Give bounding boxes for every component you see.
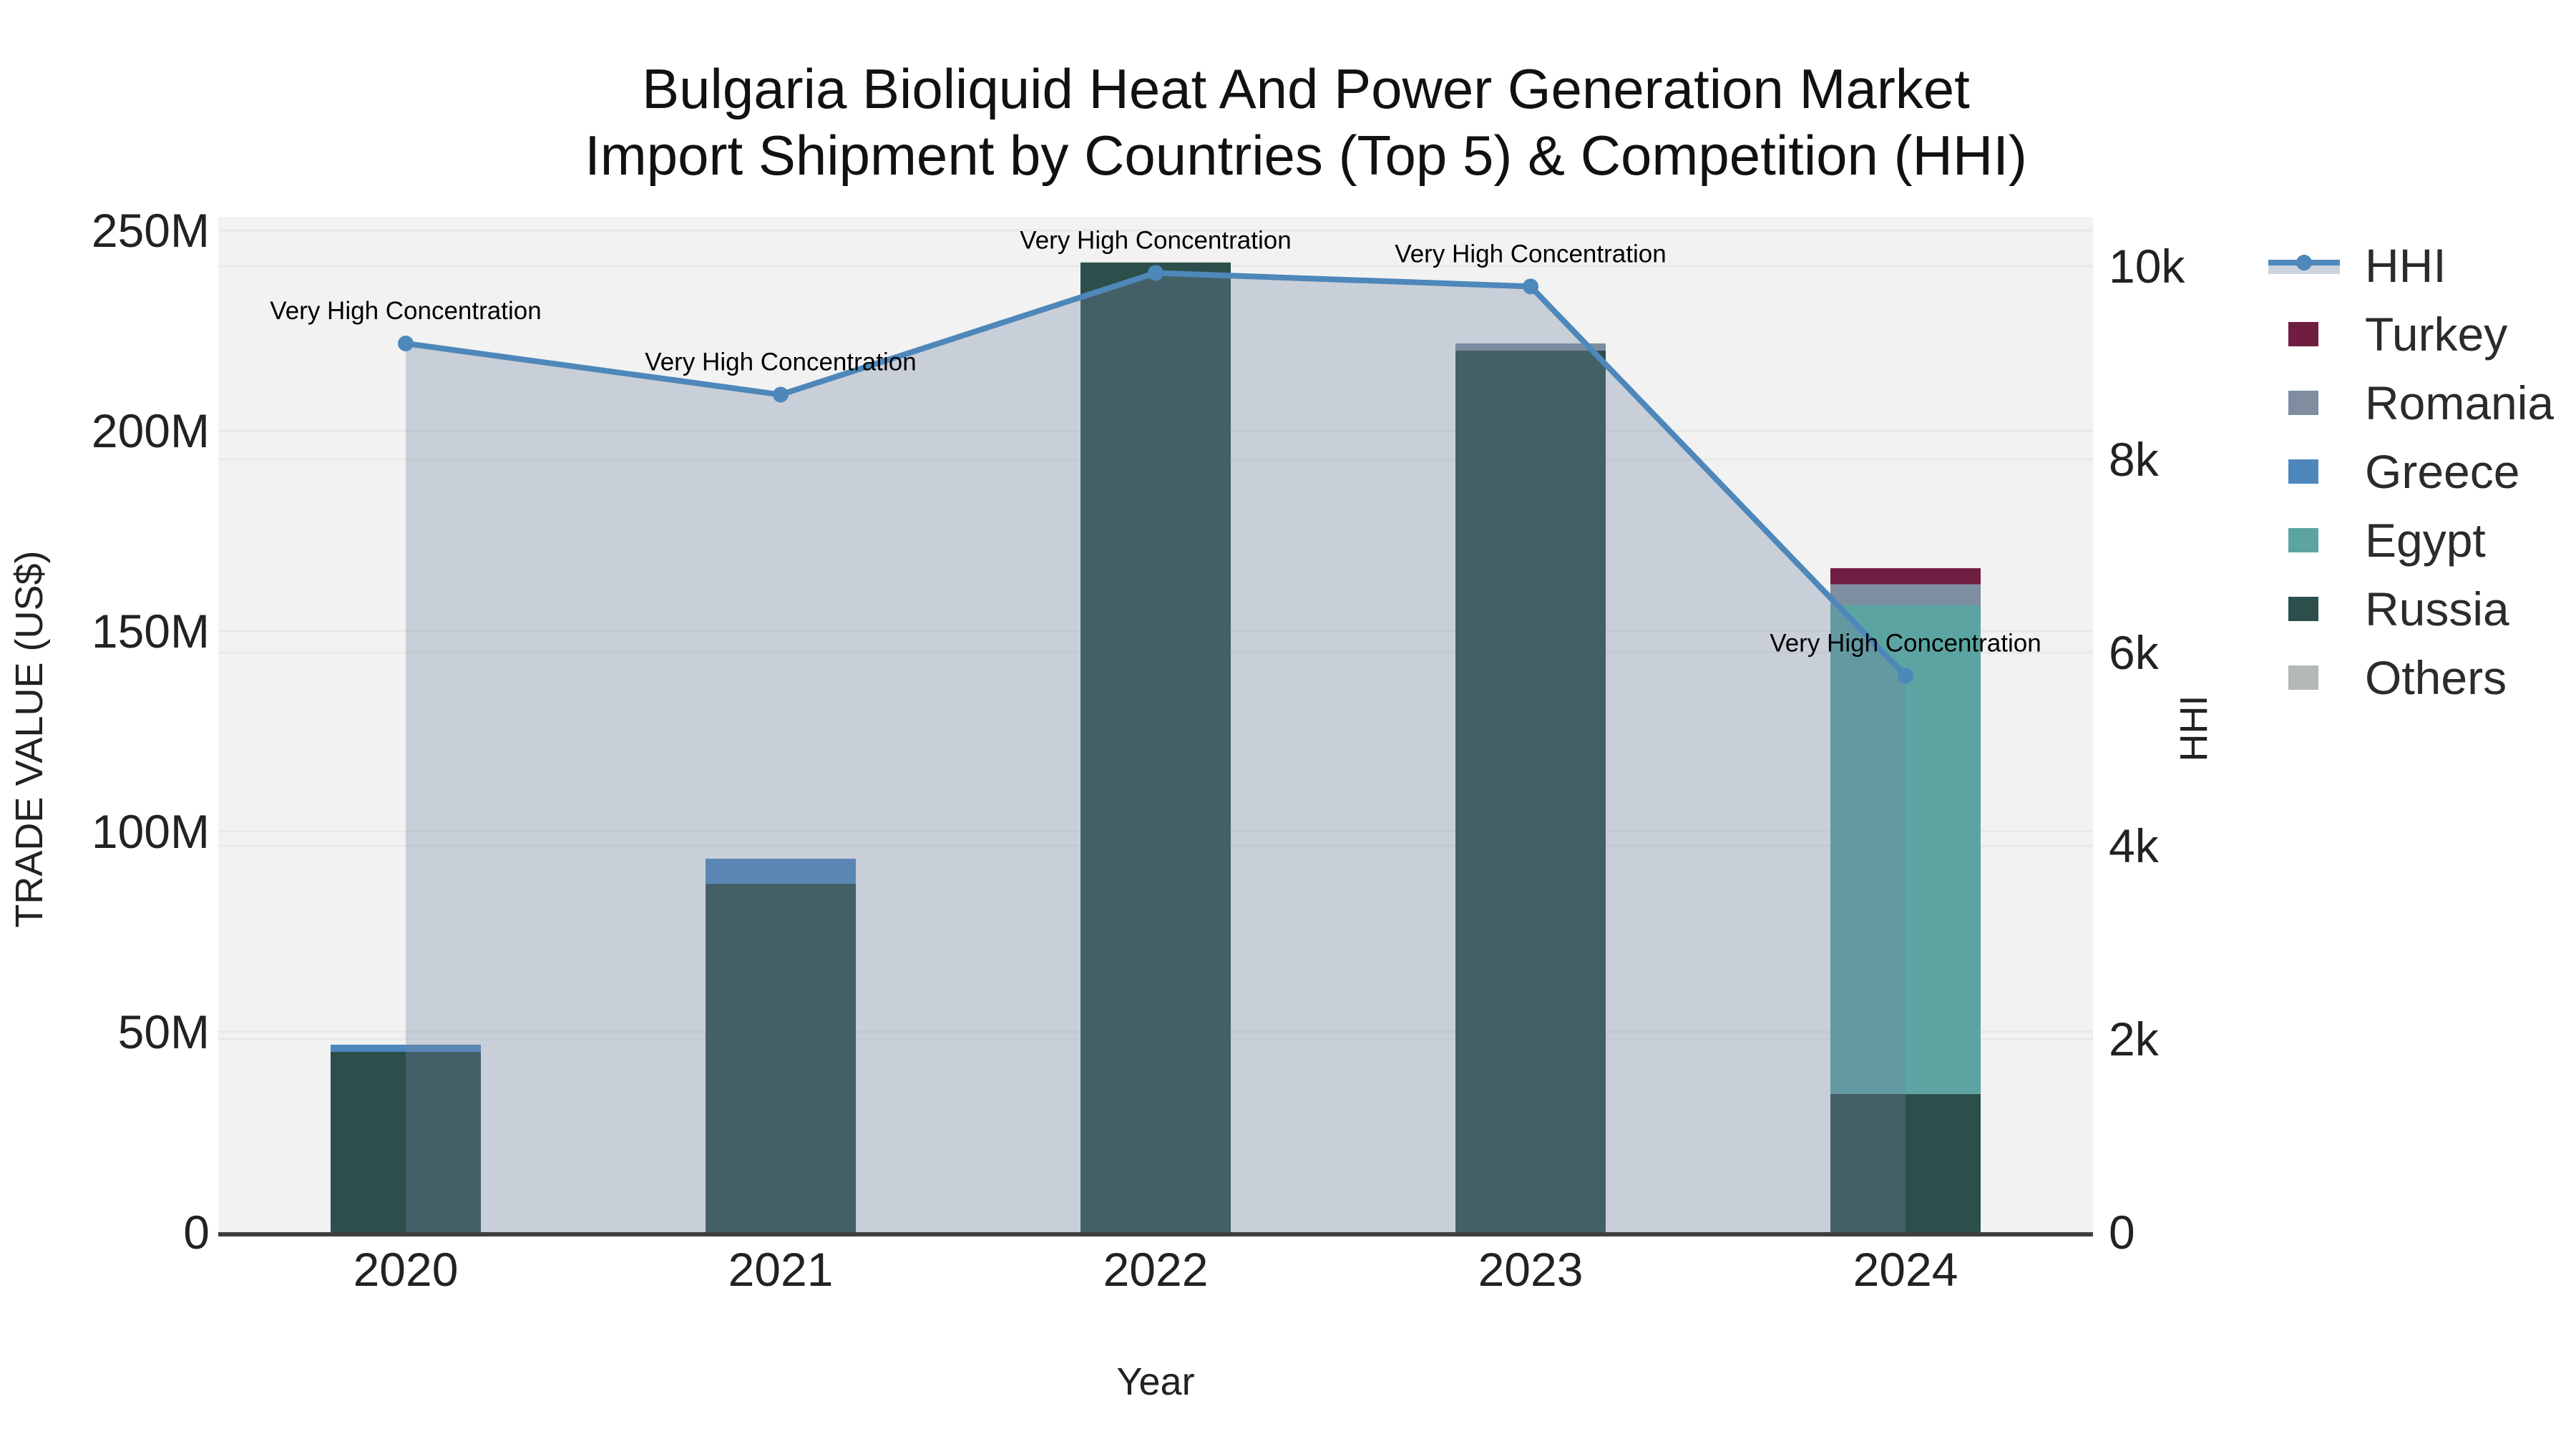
legend-label: Others <box>2365 651 2507 704</box>
bar-2021-russia[interactable] <box>706 883 856 1232</box>
annotation-2021: Very High Concentration <box>645 348 916 376</box>
romania-swatch-icon <box>2268 381 2343 424</box>
hhi-line-icon <box>2268 244 2343 287</box>
y-left-tick-200M: 200M <box>92 404 210 457</box>
x-tick-2020: 2020 <box>353 1243 459 1296</box>
hhi-point-2021[interactable] <box>773 386 789 403</box>
russia-swatch-icon <box>2268 587 2343 630</box>
legend-label: Greece <box>2365 445 2520 498</box>
x-tick-2022: 2022 <box>1103 1243 1209 1296</box>
bar-2023-russia[interactable] <box>1455 351 1606 1232</box>
hhi-point-2022[interactable] <box>1148 265 1163 281</box>
bar-2020-russia[interactable] <box>331 1052 481 1232</box>
legend-item-turkey[interactable]: Turkey <box>2268 300 2554 369</box>
x-axis-title: Year <box>1116 1360 1195 1403</box>
legend-item-greece[interactable]: Greece <box>2268 437 2554 506</box>
x-tick-2021: 2021 <box>728 1243 834 1296</box>
y-right-tick-0: 0 <box>2109 1206 2135 1259</box>
y-axis-title-left: TRADE VALUE (US$) <box>8 550 51 928</box>
legend-item-others[interactable]: Others <box>2268 643 2554 712</box>
y-right-tick-10k: 10k <box>2109 240 2185 293</box>
legend-label: Russia <box>2365 582 2509 635</box>
others-swatch-icon <box>2268 656 2343 699</box>
annotation-2024: Very High Concentration <box>1770 629 2041 657</box>
hhi-area-fill <box>406 273 1906 1233</box>
y-left-tick-250M: 250M <box>92 204 210 257</box>
y-right-tick-8k: 8k <box>2109 433 2160 486</box>
bar-2022-russia[interactable] <box>1080 262 1231 1232</box>
y-axis-title-right: HHI <box>2172 695 2215 762</box>
bar-2024-romania[interactable] <box>1830 584 1981 605</box>
annotation-2020: Very High Concentration <box>270 297 541 325</box>
x-tick-2023: 2023 <box>1478 1243 1584 1296</box>
y-left-tick-150M: 150M <box>92 605 210 658</box>
legend-item-egypt[interactable]: Egypt <box>2268 506 2554 575</box>
y-right-tick-2k: 2k <box>2109 1013 2160 1065</box>
legend-item-russia[interactable]: Russia <box>2268 575 2554 643</box>
legend-label: HHI <box>2365 239 2446 292</box>
legend: HHI Turkey Romania Greece Egypt Russia Others <box>2268 231 2554 712</box>
chart-title: Bulgaria Bioliquid Heat And Power Genera… <box>0 56 2576 189</box>
legend-label: Romania <box>2365 376 2555 429</box>
turkey-swatch-icon <box>2268 313 2343 356</box>
y-right-tick-6k: 6k <box>2109 626 2160 679</box>
hhi-point-2020[interactable] <box>398 336 414 351</box>
y-left-tick-50M: 50M <box>118 1005 210 1058</box>
hhi-point-2023[interactable] <box>1523 278 1538 295</box>
chart-title-line2: Import Shipment by Countries (Top 5) & C… <box>585 124 2027 187</box>
hhi-point-2024[interactable] <box>1898 668 1913 684</box>
legend-item-romania[interactable]: Romania <box>2268 369 2554 437</box>
bar-2024-russia[interactable] <box>1830 1093 1981 1232</box>
chart-title-line1: Bulgaria Bioliquid Heat And Power Genera… <box>642 57 1970 120</box>
bar-2023-romania[interactable] <box>1455 343 1606 351</box>
annotation-2023: Very High Concentration <box>1395 240 1666 268</box>
bar-2024-egypt[interactable] <box>1830 605 1981 1094</box>
egypt-swatch-icon <box>2268 519 2343 562</box>
legend-item-hhi[interactable]: HHI <box>2268 231 2554 300</box>
y-left-tick-0: 0 <box>183 1206 210 1259</box>
legend-label: Egypt <box>2365 514 2486 567</box>
bar-2020-greece[interactable] <box>331 1044 481 1052</box>
x-tick-2024: 2024 <box>1853 1243 1958 1296</box>
bar-2021-greece[interactable] <box>706 859 856 884</box>
greece-swatch-icon <box>2268 450 2343 493</box>
legend-label: Turkey <box>2365 308 2508 361</box>
annotation-2022: Very High Concentration <box>1020 226 1291 254</box>
bar-2024-turkey[interactable] <box>1830 568 1981 585</box>
y-left-tick-100M: 100M <box>92 805 210 858</box>
y-right-tick-4k: 4k <box>2109 819 2160 872</box>
